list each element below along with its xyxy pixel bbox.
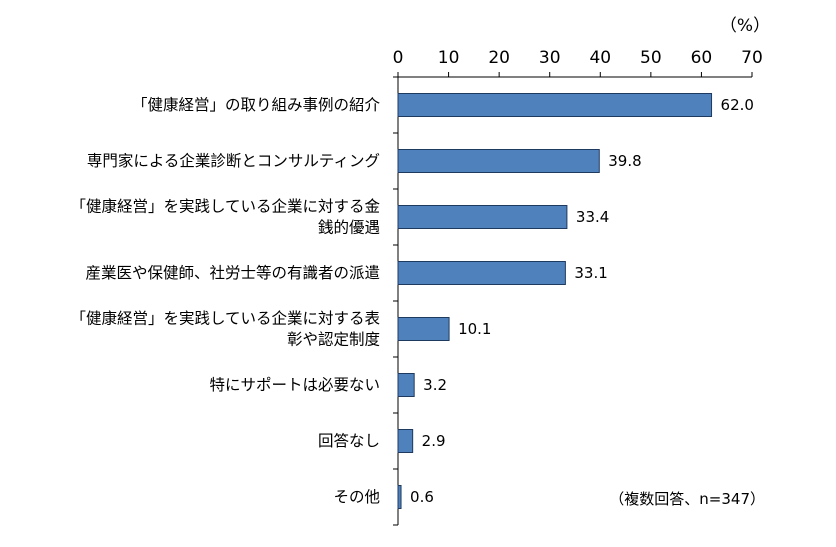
x-tick-label: 10 [438,48,460,68]
category-label: 回答なし [318,432,380,450]
category-label: その他 [333,488,380,506]
bar [397,373,415,397]
data-label: 0.6 [410,488,434,506]
data-label: 33.1 [574,264,607,282]
data-label: 3.2 [423,376,447,394]
category-labels: 「健康経営」の取り組み事例の紹介専門家による企業診断とコンサルティング「健康経営… [70,96,380,506]
data-label: 39.8 [608,152,641,170]
bar [397,317,450,341]
data-label: 33.4 [576,208,609,226]
bars: 62.0 39.8 33.4 33.1 10.1 3.2 2.9 0.6 [397,93,754,509]
category-label: 特にサポートは必要ない [209,376,380,394]
note-text: （複数回答、n=347） [609,490,765,508]
category-label: 「健康経営」を実践している企業に対する金銭的優遇 [70,198,380,237]
bar [397,429,414,453]
x-tick-label: 0 [393,48,404,68]
bar [397,93,713,117]
category-label: 「健康経営」の取り組み事例の紹介 [132,96,381,114]
category-label-line: 産業医や保健師、社労士等の有識者の派遣 [85,264,380,282]
x-tick-label: 40 [589,48,611,68]
category-label: 「健康経営」を実践している企業に対する表彰や認定制度 [70,310,380,349]
category-label-line: 回答なし [318,432,380,450]
bar [397,261,566,285]
bar [397,205,568,229]
category-label-line: 特にサポートは必要ない [209,376,380,394]
category-label-line: 銭的優遇 [318,219,380,237]
x-tick-label: 30 [539,48,561,68]
category-label-line: 「健康経営」を実践している企業に対する金 [70,198,380,216]
data-label: 62.0 [721,96,754,114]
category-label-line: 「健康経営」を実践している企業に対する表 [70,310,380,328]
category-label-line: 専門家による企業診断とコンサルティング [87,152,380,170]
category-label-line: 彰や認定制度 [287,330,380,349]
data-label: 2.9 [422,432,446,450]
x-tick-label: 50 [640,48,662,68]
bar [397,149,600,173]
category-label-line: その他 [333,488,380,506]
category-label: 産業医や保健師、社労士等の有識者の派遣 [85,264,380,282]
category-label: 専門家による企業診断とコンサルティング [87,152,380,170]
category-label-line: 「健康経営」の取り組み事例の紹介 [132,96,381,114]
unit-label: （%） [720,16,770,36]
bar [397,485,402,509]
data-label: 10.1 [458,320,491,338]
x-tick-label: 60 [691,48,713,68]
value-axis: 0 10 20 30 40 50 60 70 [393,48,763,526]
x-tick-label: 70 [741,48,763,68]
x-tick-label: 20 [488,48,510,68]
